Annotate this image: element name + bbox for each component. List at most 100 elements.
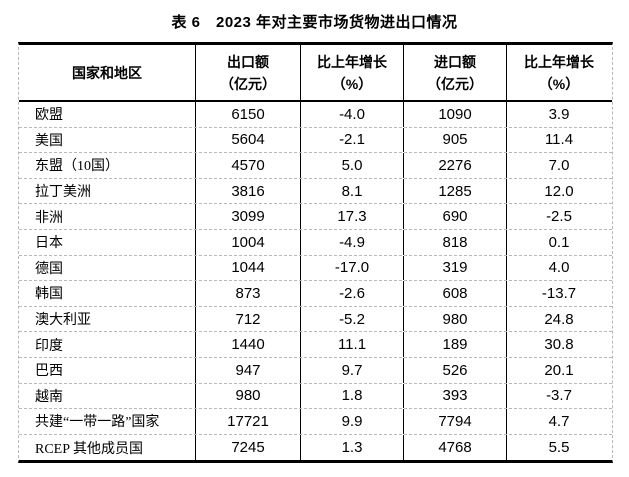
- country-label-cell: 东盟（10国）: [19, 153, 196, 178]
- table-row: 越南 980 1.8 393 -3.7: [19, 383, 612, 410]
- value-cell: 11.1: [301, 332, 404, 357]
- value-cell: 947: [196, 357, 301, 383]
- value-cell: 1044: [196, 255, 301, 281]
- value-cell: 11.4: [544, 131, 574, 149]
- country-label-cell: 共建“一带一路”国家: [19, 409, 196, 434]
- header-import-value: 进口额 （亿元）: [404, 45, 507, 100]
- country-label-cell: RCEP 其他成员国: [19, 434, 196, 461]
- value-cell: 17.3: [301, 204, 404, 229]
- value-cell: 1.8: [301, 383, 404, 409]
- header-line: （亿元）: [427, 75, 483, 92]
- value-cell: 7794: [404, 409, 507, 434]
- value-cell: 690: [404, 204, 507, 229]
- value-cell: -5.2: [301, 306, 404, 332]
- value-cell: 9.9: [301, 409, 404, 434]
- table-row: 东盟（10国） 4570 5.0 2276 7.0: [19, 153, 612, 179]
- header-line: 比上年增长: [524, 53, 594, 70]
- value-cell: 905: [404, 127, 507, 153]
- header-export-growth: 比上年增长 （%）: [301, 45, 404, 100]
- value-cell: 3.9: [548, 105, 570, 123]
- value-cell: 20.1: [544, 361, 574, 379]
- trade-table: 国家和地区 出口额 （亿元） 比上年增长 （%） 进口额 （亿元） 比上年增长 …: [18, 42, 613, 464]
- value-cell: 7.0: [548, 156, 570, 174]
- value-cell: -3.7: [546, 387, 572, 405]
- value-cell: 5604: [196, 127, 301, 153]
- value-cell: 24.8: [544, 310, 574, 328]
- value-cell: 818: [404, 229, 507, 255]
- value-cell: -17.0: [301, 255, 404, 281]
- country-label-cell: 美国: [19, 127, 196, 153]
- table-row: 拉丁美洲 3816 8.1 1285 12.0: [19, 178, 612, 205]
- country-label-cell: 德国: [19, 255, 196, 281]
- value-cell: -4.0: [301, 102, 404, 127]
- value-cell: 1.3: [301, 434, 404, 461]
- value-cell: 30.8: [544, 336, 574, 354]
- value-cell: -2.1: [301, 127, 404, 153]
- country-label-cell: 越南: [19, 383, 196, 409]
- value-cell: 4570: [196, 153, 301, 178]
- table-row: 美国 5604 -2.1 905 11.4: [19, 127, 612, 154]
- value-cell: 8.1: [301, 178, 404, 204]
- value-cell: 3099: [196, 204, 301, 229]
- header-line: （亿元）: [220, 75, 276, 92]
- table-row: 日本 1004 -4.9 818 0.1: [19, 229, 612, 256]
- country-label-cell: 韩国: [19, 281, 196, 306]
- value-cell: 0.1: [548, 233, 570, 251]
- header-import-growth: 比上年增长 （%）: [507, 45, 611, 100]
- value-cell: 1090: [404, 102, 507, 127]
- value-cell: 319: [404, 255, 507, 281]
- table-row: RCEP 其他成员国 7245 1.3 4768 5.5: [19, 434, 612, 461]
- value-cell: 980: [196, 383, 301, 409]
- value-cell: 5.0: [301, 153, 404, 178]
- table-row: 韩国 873 -2.6 608 -13.7: [19, 281, 612, 307]
- table-row: 巴西 947 9.7 526 20.1: [19, 357, 612, 384]
- header-export-value: 出口额 （亿元）: [196, 45, 301, 100]
- value-cell: 5.5: [548, 439, 570, 457]
- value-cell: 608: [404, 281, 507, 306]
- value-cell: 17721: [196, 409, 301, 434]
- value-cell: 4.7: [548, 412, 570, 430]
- table-title: 表 6 2023 年对主要市场货物进出口情况: [171, 14, 458, 31]
- country-label-cell: 非洲: [19, 204, 196, 229]
- header-line: （%）: [331, 75, 373, 92]
- table-header-row: 国家和地区 出口额 （亿元） 比上年增长 （%） 进口额 （亿元） 比上年增长 …: [19, 45, 612, 102]
- value-cell: -13.7: [541, 284, 577, 302]
- value-cell: 189: [404, 332, 507, 357]
- country-label-cell: 日本: [19, 229, 196, 255]
- header-line: （%）: [538, 75, 580, 92]
- value-cell: 1004: [196, 229, 301, 255]
- value-cell: 12.0: [544, 182, 574, 200]
- value-cell: 2276: [404, 153, 507, 178]
- country-label-cell: 巴西: [19, 357, 196, 383]
- value-cell: -2.5: [546, 208, 572, 226]
- value-cell: 4768: [404, 434, 507, 461]
- table-row: 欧盟 6150 -4.0 1090 3.9: [19, 102, 612, 128]
- value-cell: -2.6: [301, 281, 404, 306]
- country-label-cell: 印度: [19, 332, 196, 357]
- value-cell: 6150: [196, 102, 301, 127]
- country-label-cell: 欧盟: [19, 102, 196, 127]
- header-line: 比上年增长: [317, 53, 387, 70]
- value-cell: 4.0: [548, 259, 570, 277]
- country-label-cell: 澳大利亚: [19, 306, 196, 332]
- value-cell: 7245: [196, 434, 301, 461]
- value-cell: 9.7: [301, 357, 404, 383]
- value-cell: 980: [404, 306, 507, 332]
- value-cell: -4.9: [301, 229, 404, 255]
- country-label-cell: 拉丁美洲: [19, 178, 196, 204]
- table-row: 非洲 3099 17.3 690 -2.5: [19, 204, 612, 230]
- header-country-region: 国家和地区: [19, 45, 196, 100]
- header-line: 出口额: [227, 53, 269, 70]
- table-body: 欧盟 6150 -4.0 1090 3.9 美国 5604 -2.1 905 11.4 东盟（10国…: [19, 102, 612, 461]
- table-row: 德国 1044 -17.0 319 4.0: [19, 255, 612, 282]
- value-cell: 1440: [196, 332, 301, 357]
- value-cell: 526: [404, 357, 507, 383]
- table-row: 澳大利亚 712 -5.2 980 24.8: [19, 306, 612, 333]
- value-cell: 712: [196, 306, 301, 332]
- value-cell: 393: [404, 383, 507, 409]
- value-cell: 3816: [196, 178, 301, 204]
- header-line: 进口额: [434, 53, 476, 70]
- table-row: 印度 1440 11.1 189 30.8: [19, 332, 612, 358]
- header-line: 国家和地区: [72, 64, 142, 81]
